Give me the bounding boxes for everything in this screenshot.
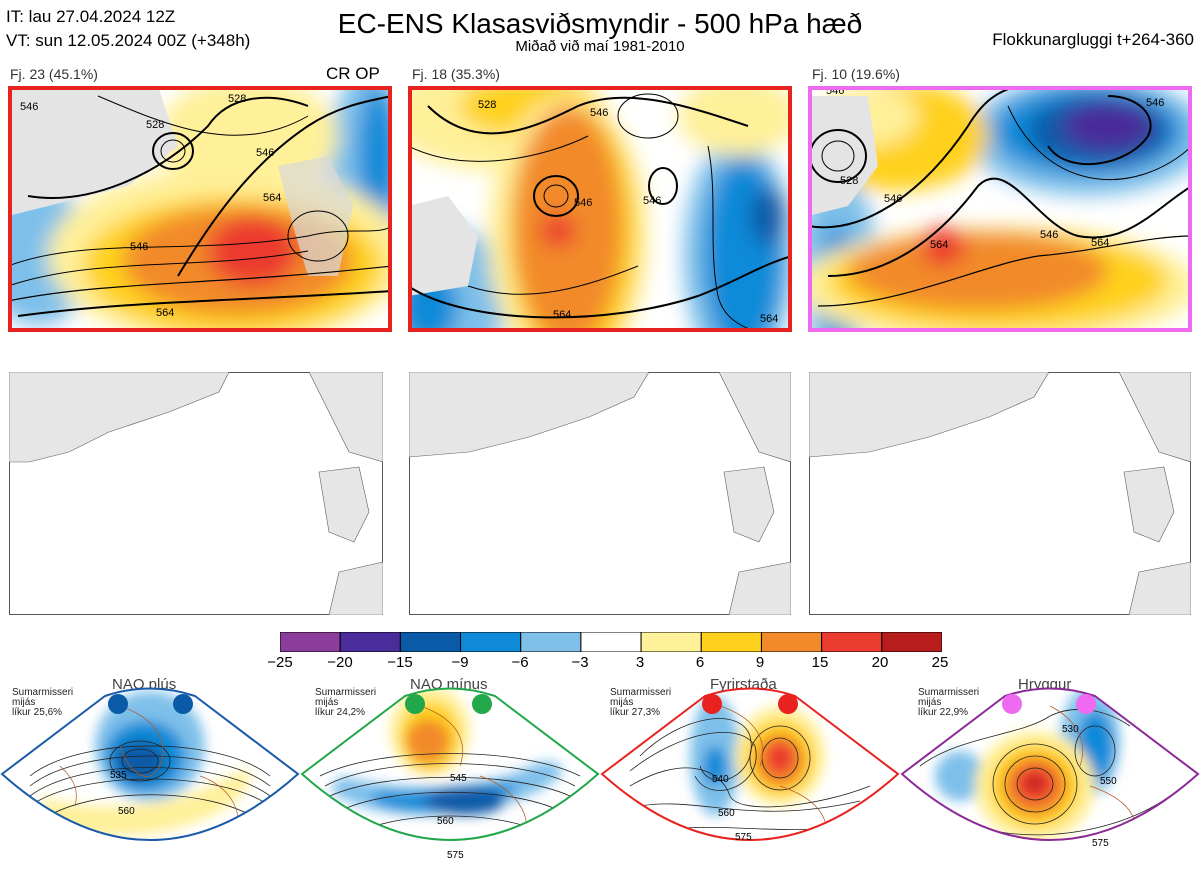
contour-label: 564 <box>156 307 174 319</box>
colorbar-segment <box>700 631 762 653</box>
regime-nao-minus: NAO mínus Sumarmisseri mijás líkur 24,2% <box>300 676 600 871</box>
contour-label: 564 <box>1091 237 1109 249</box>
regime-marker-dot <box>108 694 128 714</box>
contour-label: 560 <box>718 808 735 819</box>
colorbar-tick: 6 <box>695 654 705 671</box>
contour-label: 546 <box>256 147 274 159</box>
colorbar-segment <box>399 631 462 653</box>
panel-1-label: Fj. 23 (45.1%) <box>10 66 98 82</box>
contour-label: 550 <box>1100 776 1117 787</box>
valid-time: VT: sun 12.05.2024 00Z (+348h) <box>6 31 251 50</box>
contour-label: 530 <box>1062 724 1079 735</box>
colorbar-tick: 25 <box>931 654 949 671</box>
contour-label: 528 <box>146 119 164 131</box>
contour-label: 564 <box>760 313 778 325</box>
colorbar-tick: −9 <box>451 654 469 671</box>
empty-map-3 <box>809 372 1191 615</box>
regime-prob: líkur 22,9% <box>918 707 969 718</box>
contour-label: 546 <box>1040 229 1058 241</box>
regime-prob: líkur 25,6% <box>12 707 63 718</box>
empty-map-2 <box>409 372 791 615</box>
contour-label: 540 <box>712 774 729 785</box>
regime-nao-plus: NAO plús Sumarmisseri mijás líkur 25,6% <box>0 676 300 871</box>
contour-label: 528 <box>840 175 858 187</box>
contour-label: 560 <box>118 806 135 817</box>
contour-label: 575 <box>447 850 464 861</box>
contour-label: 564 <box>263 192 281 204</box>
contour-label: 546 <box>130 241 148 253</box>
cluster-map-1: 546 528 528 546 564 546 564 <box>8 86 392 332</box>
cluster-map-2: 528 546 546 546 564 564 <box>408 86 792 332</box>
contour-label: 535 <box>110 770 127 781</box>
contour-label: 546 <box>643 195 661 207</box>
colorbar-segment <box>279 631 341 653</box>
colorbar-segment <box>580 631 642 653</box>
colorbar-segment <box>339 631 401 653</box>
regime-marker-dot <box>1076 694 1096 714</box>
contour-label: 560 <box>437 816 454 827</box>
regime-marker-dot <box>702 694 722 714</box>
colorbar <box>279 631 943 657</box>
colorbar-tick: −3 <box>571 654 589 671</box>
regime-blocking: Fyrirstaða Sumarmisseri mijás líkur 27,3… <box>600 676 900 871</box>
contour-label: 528 <box>478 99 496 111</box>
colorbar-tick: 15 <box>811 654 829 671</box>
colorbar-tick: −25 <box>267 654 293 671</box>
regime-marker-dot <box>405 694 425 714</box>
colorbar-segment <box>460 631 522 653</box>
issue-time: IT: lau 27.04.2024 12Z <box>6 7 176 26</box>
contour-label: 545 <box>450 773 467 784</box>
cluster-map-3: 546 528 546 546 564 564 546 <box>808 86 1192 332</box>
panel-1-tag: CR OP <box>326 64 380 83</box>
page-subtitle: Miðað við maí 1981-2010 <box>515 38 685 55</box>
regime-freq: mijás <box>918 697 942 708</box>
colorbar-tick: −20 <box>327 654 353 671</box>
regime-season: Sumarmisseri <box>918 687 980 698</box>
regime-prob: líkur 27,3% <box>610 707 661 718</box>
regime-prob: líkur 24,2% <box>315 707 366 718</box>
contour-label: 575 <box>1092 838 1109 849</box>
regime-season: Sumarmisseri <box>12 687 74 698</box>
colorbar-tick: 20 <box>871 654 889 671</box>
contour-label: 564 <box>553 309 571 321</box>
regime-freq: mijás <box>610 697 634 708</box>
regime-season: Sumarmisseri <box>610 687 672 698</box>
contour-label: 546 <box>20 101 38 113</box>
contour-label: 528 <box>228 93 246 105</box>
colorbar-tick: 9 <box>755 654 765 671</box>
colorbar-segment <box>520 631 582 653</box>
colorbar-tick: −15 <box>387 654 413 671</box>
contour-label: 546 <box>884 193 902 205</box>
regime-marker-dot <box>778 694 798 714</box>
classification-window: Flokkunargluggi t+264-360 <box>992 30 1194 49</box>
empty-map-1 <box>9 372 383 615</box>
colorbar-segment <box>760 631 823 653</box>
colorbar-tick: 3 <box>635 654 645 671</box>
contour-label: 564 <box>930 239 948 251</box>
colorbar-ticks: −25 −20 −15 −9 −6 −3 3 6 9 15 20 25 <box>250 654 970 674</box>
panel-2-label: Fj. 18 (35.3%) <box>412 66 500 82</box>
regime-marker-dot <box>472 694 492 714</box>
colorbar-segment <box>881 631 943 653</box>
colorbar-tick: −6 <box>511 654 529 671</box>
contour-label: 546 <box>574 197 592 209</box>
colorbar-segment <box>821 631 883 653</box>
panel-3-label: Fj. 10 (19.6%) <box>812 66 900 82</box>
contour-label: 546 <box>590 107 608 119</box>
regime-marker-dot <box>173 694 193 714</box>
contour-label: 546 <box>826 86 844 97</box>
contour-label: 575 <box>735 832 752 843</box>
page-title: EC-ENS Klasasviðsmyndir - 500 hPa hæð <box>337 8 863 39</box>
regime-freq: mijás <box>12 697 36 708</box>
regime-freq: mijás <box>315 697 339 708</box>
colorbar-segment <box>640 631 702 653</box>
contour-label: 546 <box>1146 97 1164 109</box>
regime-marker-dot <box>1002 694 1022 714</box>
regime-ridge: Hryggur Sumarmisseri mijás líkur 22,9% <box>900 676 1200 871</box>
regime-season: Sumarmisseri <box>315 687 377 698</box>
